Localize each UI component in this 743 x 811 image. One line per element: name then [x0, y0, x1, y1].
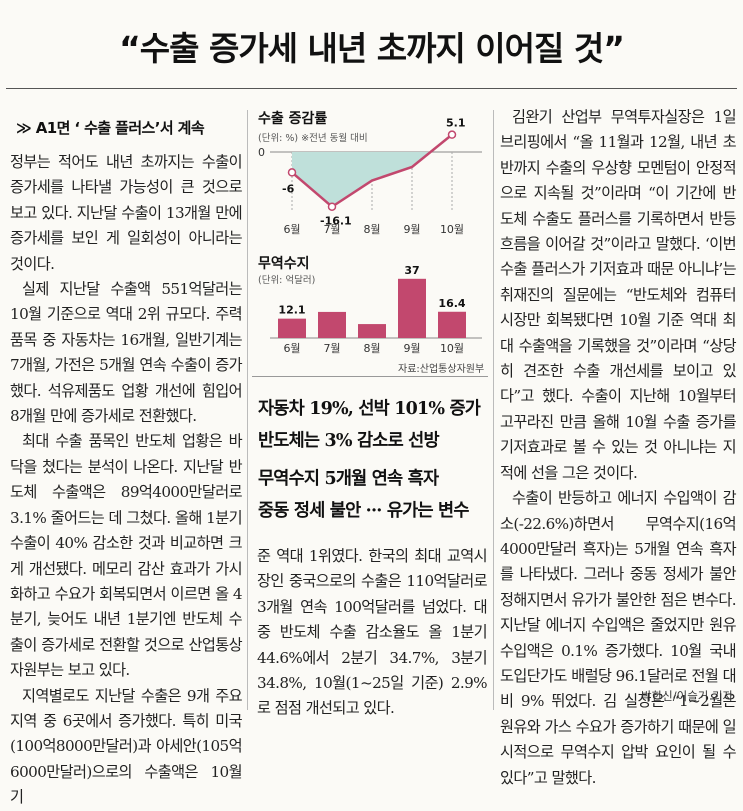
paragraph: 준 역대 1위였다. 한국의 최대 교역시장인 중국으로의 수출은 110억달러… [257, 547, 488, 718]
x-tick-label: 10월 [440, 342, 464, 355]
x-tick-label: 9월 [403, 342, 420, 355]
midhead-line: 중동 정세 불안 ··· 유가는 변수 [258, 501, 469, 521]
bar [438, 311, 466, 338]
headline: “수출 증가세 내년 초까지 이어질 것” [119, 29, 625, 68]
data-point [327, 202, 337, 211]
data-label: 12.1 [278, 304, 305, 317]
trade-balance-chart: 12.1 6월 7월 8월 37 9월 16.4 10월 [270, 264, 482, 355]
paragraph: 김완기 산업부 무역투자실장은 1일 브리핑에서 “올 11월과 12월, 내년… [500, 108, 737, 482]
trade-balance-chart-unit: (단위: 억달러) [258, 275, 316, 286]
bar [398, 278, 426, 338]
byline: 박한신/이슬기 기자 [641, 689, 734, 703]
data-label: 37 [404, 264, 419, 277]
data-point [287, 168, 297, 177]
paragraph: 최대 수출 품목인 반도체 업황은 바닥을 쳤다는 분석이 나온다. 지난달 반… [10, 432, 243, 680]
export-growth-chart-title: 수출 증감률 [258, 111, 328, 127]
column-2-text: 준 역대 1위였다. 한국의 최대 교역시장인 중국으로의 수출은 110억달러… [257, 544, 488, 722]
midhead-1: 자동차 19%, 선박 101% 증가 반도체는 3% 감소로 선방 [258, 393, 481, 457]
series-line [291, 133, 453, 209]
headline-rule [6, 88, 737, 89]
export-growth-chart: 0 -6 6월 -16.17월 8월 9월 5.1 10월 [258, 117, 482, 236]
data-label: -6 [282, 182, 295, 195]
chart-source: 자료:산업통상자원부 [398, 364, 485, 375]
x-tick-label: 7월 [323, 223, 340, 236]
trade-balance-chart-title: 무역수지 [258, 256, 310, 272]
x-tick-label: 10월 [440, 223, 464, 236]
paragraph: 정부는 적어도 내년 초까지는 수출이 증가세를 나타낼 가능성이 큰 것으로 … [10, 153, 243, 273]
x-tick-label: 7월 [323, 342, 340, 355]
midhead-line: 반도체는 3% 감소로 선방 [258, 431, 440, 451]
paragraph: 실제 지난달 수출액 551억달러는 10월 기준으로 역대 2위 규모다. 주… [10, 280, 243, 426]
bar [358, 324, 386, 338]
column-divider [493, 110, 494, 710]
x-tick-label: 8월 [363, 342, 380, 355]
data-point [447, 130, 457, 139]
data-label: -16.1 [320, 215, 352, 228]
x-tick-label: 9월 [403, 223, 420, 236]
negative-area [292, 152, 431, 207]
column-divider [247, 110, 248, 710]
bar [278, 318, 306, 338]
column-1: 정부는 적어도 내년 초까지는 수출이 증가세를 나타낼 가능성이 큰 것으로 … [10, 150, 243, 811]
midhead-line: 자동차 19%, 선박 101% 증가 [258, 399, 481, 419]
continuation-subhead: ≫ A1면 ‘ 수출 플러스’서 계속 [16, 119, 205, 137]
x-tick-label: 6월 [283, 223, 300, 236]
data-label: 5.1 [446, 117, 466, 130]
paragraph: 수출이 반등하고 에너지 수입액이 감소(-22.6%)하면서 무역수지(16억… [500, 489, 737, 787]
bar [318, 311, 346, 338]
column-3: 김완기 산업부 무역투자실장은 1일 브리핑에서 “올 11월과 12월, 내년… [500, 105, 737, 791]
unit-label: (단위: %) [258, 133, 299, 144]
midhead-2: 무역수지 5개월 연속 흑자 중동 정세 불안 ··· 유가는 변수 [258, 463, 469, 527]
x-tick-label: 8월 [363, 223, 380, 236]
zero-tick-label: 0 [258, 146, 265, 159]
note-label: ※전년 동월 대비 [301, 133, 368, 144]
export-growth-chart-unit: (단위: %) ※전년 동월 대비 [258, 130, 368, 144]
x-tick-label: 6월 [283, 342, 300, 355]
paragraph: 지역별로도 지난달 수출은 9개 주요 지역 중 6곳에서 증가했다. 특히 미… [10, 686, 243, 807]
chart-bottom-rule [252, 376, 488, 377]
midhead-line: 무역수지 5개월 연속 흑자 [258, 469, 439, 489]
data-label: 16.4 [438, 297, 465, 310]
